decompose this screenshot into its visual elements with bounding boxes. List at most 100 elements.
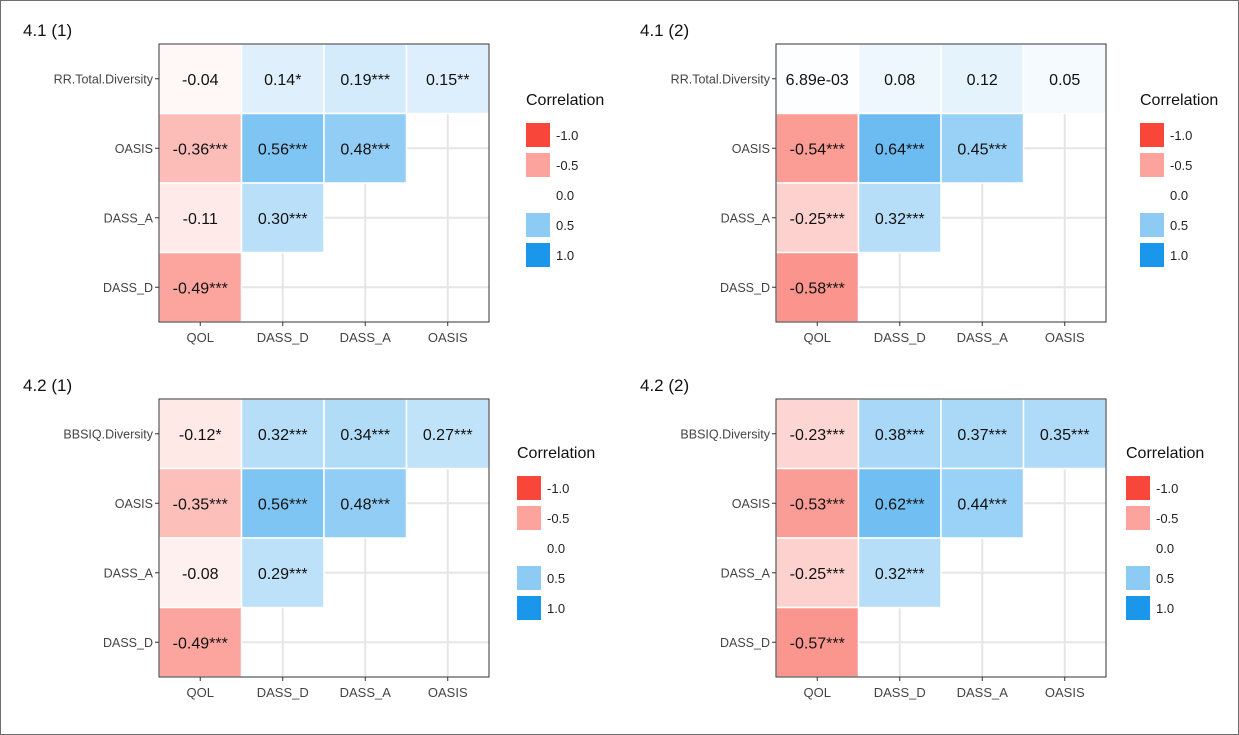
heatmap-cell-bbsiq-diversity-dass-d bbox=[857, 398, 942, 470]
legend-entry-label: -0.5 bbox=[547, 511, 569, 526]
legend-title: Correlation bbox=[517, 445, 595, 462]
x-tick-label: QOL bbox=[804, 330, 831, 345]
heatmap-cell-bbsiq-diversity-oasis bbox=[1022, 398, 1107, 470]
legend-title: Correlation bbox=[1140, 92, 1218, 109]
cell-label: 0.32*** bbox=[875, 566, 925, 583]
heatmap-svg: 6.89e-03 0.08 0.12 0.05 -0.54*** 0.64*** 0.45*… bbox=[671, 43, 1218, 345]
y-tick-label: RR.Total.Diversity bbox=[54, 72, 154, 86]
heatmap-cell-rr-total-diversity-oasis bbox=[1022, 43, 1107, 115]
y-tick-label: DASS_D bbox=[720, 636, 770, 650]
legend-swatch bbox=[1140, 153, 1164, 177]
legend-swatch bbox=[1126, 506, 1150, 530]
legend-entry-label: 1.0 bbox=[1156, 601, 1174, 616]
y-tick-label: DASS_D bbox=[103, 281, 153, 295]
heatmap-cell-dass-d-qol bbox=[158, 251, 243, 323]
x-tick-label: QOL bbox=[187, 685, 214, 700]
heatmap-cell-dass-d-qol bbox=[775, 251, 860, 323]
cell-label: 0.05 bbox=[1049, 72, 1080, 89]
heatmap-cell-oasis-dass-a bbox=[323, 112, 408, 184]
cell-label: -0.49*** bbox=[173, 635, 228, 652]
x-tick-label: DASS_A bbox=[957, 330, 1009, 345]
panel-title: 4.2 (2) bbox=[640, 376, 690, 395]
cell-label: -0.58*** bbox=[790, 280, 845, 297]
y-tick-label: DASS_A bbox=[721, 211, 771, 225]
cell-label: 0.08 bbox=[884, 72, 915, 89]
x-tick-label: OASIS bbox=[428, 330, 468, 345]
legend-entry-label: 0.5 bbox=[1156, 571, 1174, 586]
x-tick-label: QOL bbox=[804, 685, 831, 700]
heatmap-cell-dass-a-dass-d bbox=[240, 537, 325, 609]
cell-label: 0.45*** bbox=[957, 141, 1007, 158]
heatmap-cell-oasis-qol bbox=[158, 112, 243, 184]
y-tick-label: DASS_D bbox=[720, 281, 770, 295]
cell-label: -0.08 bbox=[182, 566, 219, 583]
x-tick-label: OASIS bbox=[1045, 330, 1085, 345]
legend-title: Correlation bbox=[1126, 445, 1204, 462]
cell-label: 0.48*** bbox=[340, 141, 390, 158]
cell-label: 0.32*** bbox=[875, 211, 925, 228]
legend-swatch bbox=[1126, 596, 1150, 620]
heatmap-cell-oasis-dass-a bbox=[940, 112, 1025, 184]
y-tick-label: BBSIQ.Diversity bbox=[63, 427, 153, 441]
y-tick-label: DASS_A bbox=[721, 566, 771, 580]
heatmap-cell-dass-d-qol bbox=[775, 606, 860, 678]
cell-label: 0.35*** bbox=[1040, 427, 1090, 444]
legend-entry-label: 1.0 bbox=[1170, 248, 1188, 263]
legend-entry-label: -1.0 bbox=[556, 128, 578, 143]
legend: Correlation -1.0 -0.5 0.0 0.5 1.0 bbox=[526, 92, 604, 267]
cell-label: 0.29*** bbox=[258, 566, 308, 583]
cell-label: 0.30*** bbox=[258, 211, 308, 228]
cell-label: 0.38*** bbox=[875, 427, 925, 444]
legend-swatch bbox=[1140, 123, 1164, 147]
legend-swatch bbox=[526, 183, 550, 207]
legend-entry-label: -0.5 bbox=[556, 158, 578, 173]
cell-label: 0.14* bbox=[264, 72, 301, 89]
x-tick-label: DASS_A bbox=[340, 685, 392, 700]
legend-swatch bbox=[526, 153, 550, 177]
legend-entry-label: -0.5 bbox=[1156, 511, 1178, 526]
legend-entry-label: -1.0 bbox=[1170, 128, 1192, 143]
y-tick-label: OASIS bbox=[732, 497, 770, 511]
cell-label: 0.64*** bbox=[875, 141, 925, 158]
legend-swatch bbox=[1126, 476, 1150, 500]
cell-label: 6.89e-03 bbox=[786, 72, 849, 89]
legend-swatch bbox=[517, 596, 541, 620]
cell-label: 0.12 bbox=[967, 72, 998, 89]
y-tick-label: OASIS bbox=[115, 497, 153, 511]
cell-label: -0.54*** bbox=[790, 141, 845, 158]
legend-swatch bbox=[517, 536, 541, 560]
cell-label: 0.15** bbox=[426, 72, 470, 89]
legend-swatch bbox=[1140, 183, 1164, 207]
heatmap-cell-rr-total-diversity-qol bbox=[158, 43, 243, 115]
legend-swatch bbox=[526, 213, 550, 237]
panel-4-2-2: 4.2 (2) -0.23*** 0.38*** 0.37*** 0.35*** -0.… bbox=[618, 368, 1238, 734]
legend-entry-label: 0.0 bbox=[556, 188, 574, 203]
x-tick-label: DASS_A bbox=[957, 685, 1009, 700]
cell-label: 0.44*** bbox=[957, 496, 1007, 513]
panel-title: 4.2 (1) bbox=[23, 376, 73, 395]
heatmap-cell-dass-a-dass-d bbox=[857, 537, 942, 609]
legend-swatch bbox=[517, 506, 541, 530]
legend-swatch bbox=[1140, 243, 1164, 267]
y-tick-label: DASS_D bbox=[103, 636, 153, 650]
cell-label: -0.57*** bbox=[790, 635, 845, 652]
legend-swatch bbox=[526, 123, 550, 147]
heatmap-cell-dass-d-qol bbox=[158, 606, 243, 678]
legend-entry-label: -0.5 bbox=[1170, 158, 1192, 173]
legend: Correlation -1.0 -0.5 0.0 0.5 1.0 bbox=[517, 445, 595, 620]
x-tick-label: DASS_A bbox=[340, 330, 392, 345]
cell-label: 0.19*** bbox=[340, 72, 390, 89]
heatmap-cell-oasis-dass-d bbox=[240, 467, 325, 539]
legend-entry-label: 0.0 bbox=[1156, 541, 1174, 556]
legend-entry-label: 1.0 bbox=[547, 601, 565, 616]
legend: Correlation -1.0 -0.5 0.0 0.5 1.0 bbox=[1140, 92, 1218, 267]
y-tick-label: DASS_A bbox=[104, 211, 154, 225]
legend-swatch bbox=[1140, 213, 1164, 237]
legend-swatch bbox=[1126, 566, 1150, 590]
x-tick-label: OASIS bbox=[1045, 685, 1085, 700]
panel-4-1-2: 4.1 (2) 6.89e-03 0.08 0.12 0.05 -0.54*** 0.64… bbox=[618, 1, 1238, 369]
y-tick-label: OASIS bbox=[732, 142, 770, 156]
plot-border bbox=[158, 43, 490, 323]
legend-entry-label: -1.0 bbox=[547, 481, 569, 496]
